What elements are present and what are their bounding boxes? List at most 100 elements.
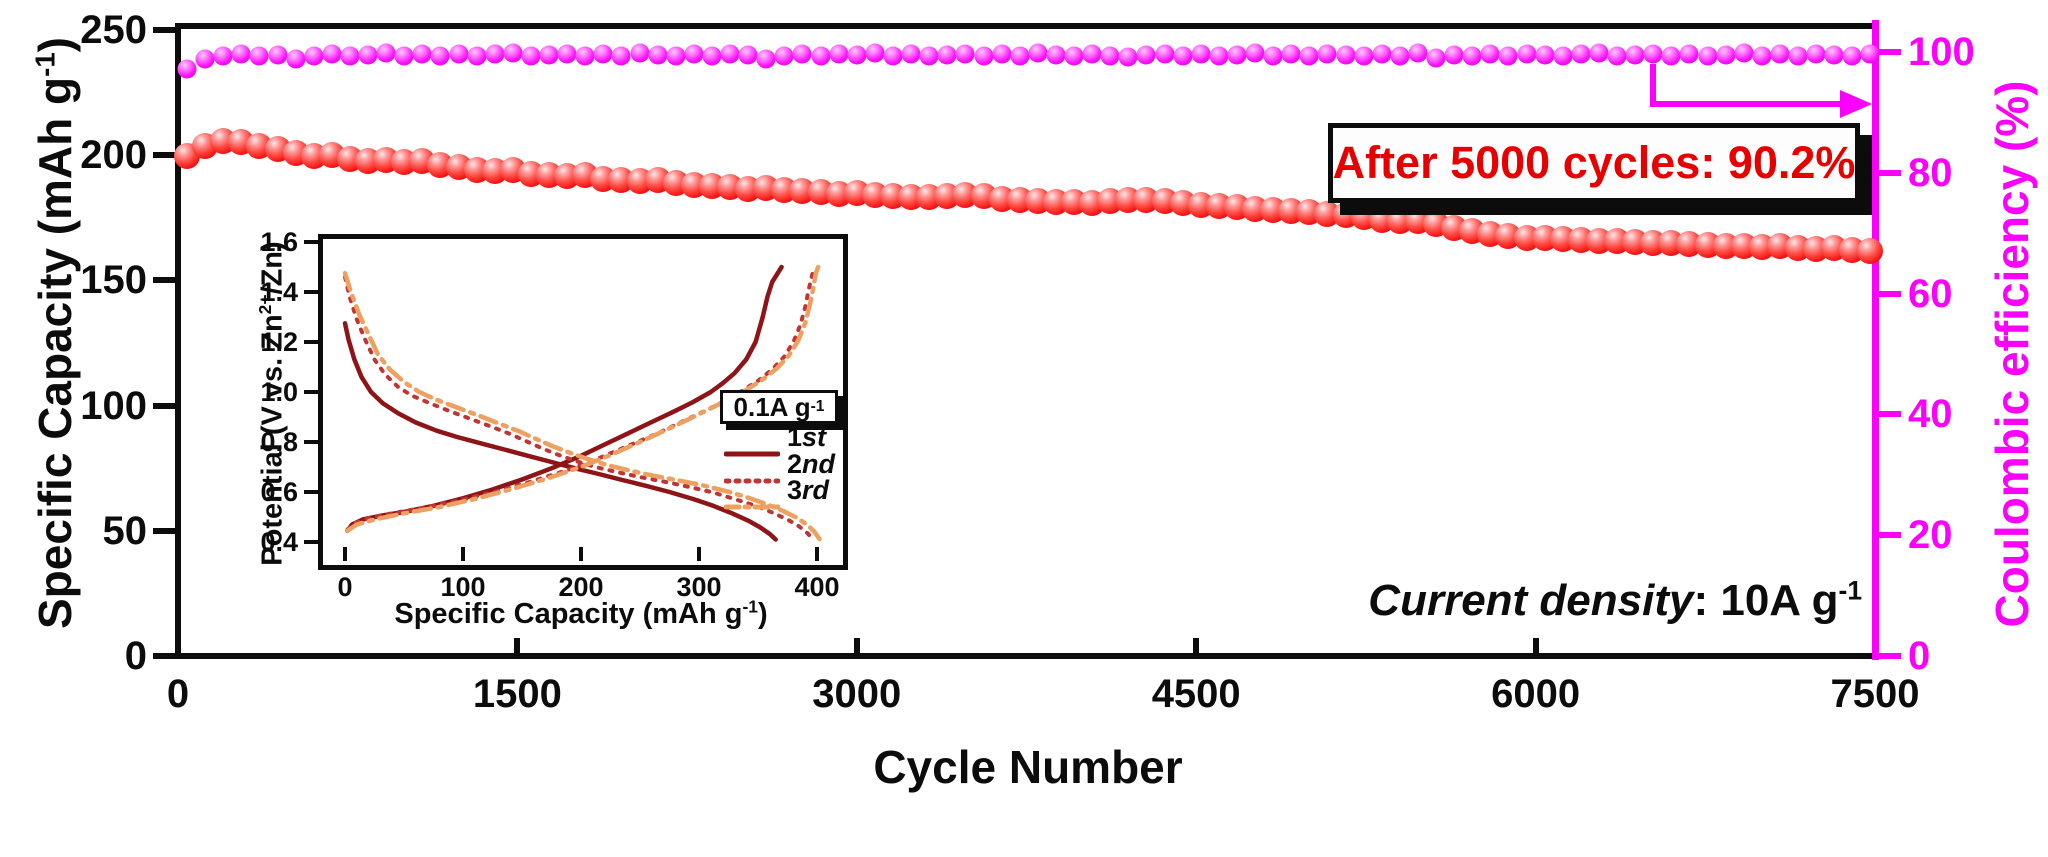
efficiency-point — [1824, 45, 1844, 65]
efficiency-point — [195, 49, 215, 69]
y-left-tick — [153, 402, 175, 409]
efficiency-point — [792, 44, 812, 64]
efficiency-point — [376, 43, 396, 63]
efficiency-point — [720, 44, 740, 64]
x-tick-label: 6000 — [1491, 672, 1581, 716]
inset-x-tick-label: 100 — [440, 572, 486, 602]
efficiency-point — [467, 46, 487, 66]
inset-y-tick-label: 1.2 — [260, 327, 298, 357]
y-left-tick — [153, 527, 175, 534]
y-right-tick-label: 60 — [1908, 271, 1953, 316]
inset-y-label-sup: 2+ — [254, 294, 275, 315]
inset-y-axis-label: Potential (V vs. Zn2+/Zn) — [254, 109, 290, 699]
y-left-label-text: Specific Capacity (mAh g — [29, 76, 81, 629]
x-tick-label: 1500 — [472, 672, 562, 716]
efficiency-point — [1444, 45, 1464, 65]
x-tick — [1532, 638, 1539, 653]
efficiency-point — [992, 44, 1012, 64]
efficiency-point — [1770, 44, 1790, 64]
efficiency-arrow-head-icon — [1840, 90, 1872, 118]
efficiency-point — [1173, 46, 1193, 66]
efficiency-point — [1136, 45, 1156, 65]
inset-y-tick-label: 0.4 — [260, 527, 298, 557]
y-right-tick — [1879, 532, 1901, 539]
efficiency-arrow-line — [1650, 101, 1842, 107]
current-density-italic: Current density — [1368, 576, 1694, 625]
efficiency-point — [322, 44, 342, 64]
y-axis-label-left: Specific Capacity (mAh g-1) — [28, 37, 82, 629]
efficiency-point — [177, 59, 197, 79]
efficiency-point — [630, 43, 650, 63]
y-right-tick-label: 0 — [1908, 634, 1931, 678]
efficiency-point — [1589, 43, 1609, 63]
efficiency-point — [648, 45, 668, 65]
inset-y-tick — [304, 540, 318, 544]
efficiency-point — [756, 49, 776, 69]
efficiency-point — [919, 46, 939, 66]
inset-y-tick — [304, 390, 318, 394]
y-left-tick-label: 250 — [80, 8, 147, 52]
inset-x-tick-label: 400 — [794, 572, 840, 602]
efficiency-point — [684, 44, 704, 64]
inset-x-label-post: ) — [757, 598, 768, 630]
legend-3rd-suffix: rd — [802, 475, 830, 505]
y-left-tick — [153, 152, 175, 159]
efficiency-point — [1860, 44, 1880, 64]
y-right-tick — [1879, 653, 1901, 659]
y-right-tick-label: 40 — [1908, 392, 1953, 437]
efficiency-point — [521, 46, 541, 66]
y-left-label-post: ) — [29, 36, 81, 53]
inset-x-tick — [815, 547, 819, 561]
efficiency-point — [1426, 48, 1446, 68]
efficiency-point — [883, 46, 903, 66]
y-right-tick-label: 80 — [1908, 150, 1953, 195]
retention-annotation-text: After 5000 cycles: 90.2% — [1332, 137, 1856, 188]
efficiency-point — [1191, 44, 1211, 64]
y-right-tick-label: 20 — [1908, 513, 1953, 558]
y-left-tick-label: 200 — [80, 133, 147, 178]
inset-x-tick-label: 200 — [558, 572, 604, 602]
efficiency-point — [1517, 44, 1537, 64]
efficiency-point — [1698, 46, 1718, 66]
efficiency-point — [738, 45, 758, 65]
efficiency-point — [1100, 46, 1120, 66]
inset-y-label-text: Potential (V vs. Zn — [256, 314, 289, 566]
legend-3rd-num: 3 — [787, 475, 803, 505]
efficiency-point — [1734, 43, 1754, 63]
efficiency-point — [1010, 46, 1030, 66]
efficiency-point — [1842, 46, 1862, 66]
inset-x-label-sup: -1 — [742, 596, 758, 617]
y-left-tick — [153, 653, 175, 659]
y-right-tick-label: 100 — [1908, 30, 1975, 74]
inset-plot-frame — [318, 234, 848, 570]
legend-line-1st-icon — [723, 434, 781, 456]
inset-y-tick — [304, 340, 318, 344]
efficiency-point — [1462, 46, 1482, 66]
efficiency-point — [249, 46, 269, 66]
efficiency-point — [955, 44, 975, 64]
efficiency-point — [1788, 46, 1808, 66]
efficiency-point — [611, 46, 631, 66]
efficiency-point — [1336, 45, 1356, 65]
inset-y-tick-label: 0.6 — [260, 477, 298, 507]
legend-2nd-num: 2 — [787, 449, 803, 479]
x-tick-label: 4500 — [1151, 672, 1241, 716]
inset-y-tick-label: 1.6 — [260, 227, 298, 257]
efficiency-point — [1571, 44, 1591, 64]
efficiency-point — [1046, 45, 1066, 65]
efficiency-point — [1354, 46, 1374, 66]
inset-y-tick-label: 1.0 — [260, 377, 298, 407]
y-left-tick-label: 150 — [80, 258, 147, 303]
capacity-point — [1857, 238, 1884, 265]
current-density-rest: : 10A g — [1693, 576, 1839, 625]
efficiency-point — [575, 46, 595, 66]
inset-y-tick — [304, 440, 318, 444]
y-right-tick — [1879, 169, 1901, 176]
efficiency-point — [865, 43, 885, 63]
efficiency-point — [1299, 46, 1319, 66]
efficiency-point — [1227, 45, 1247, 65]
efficiency-point — [1480, 44, 1500, 64]
efficiency-point — [449, 44, 469, 64]
